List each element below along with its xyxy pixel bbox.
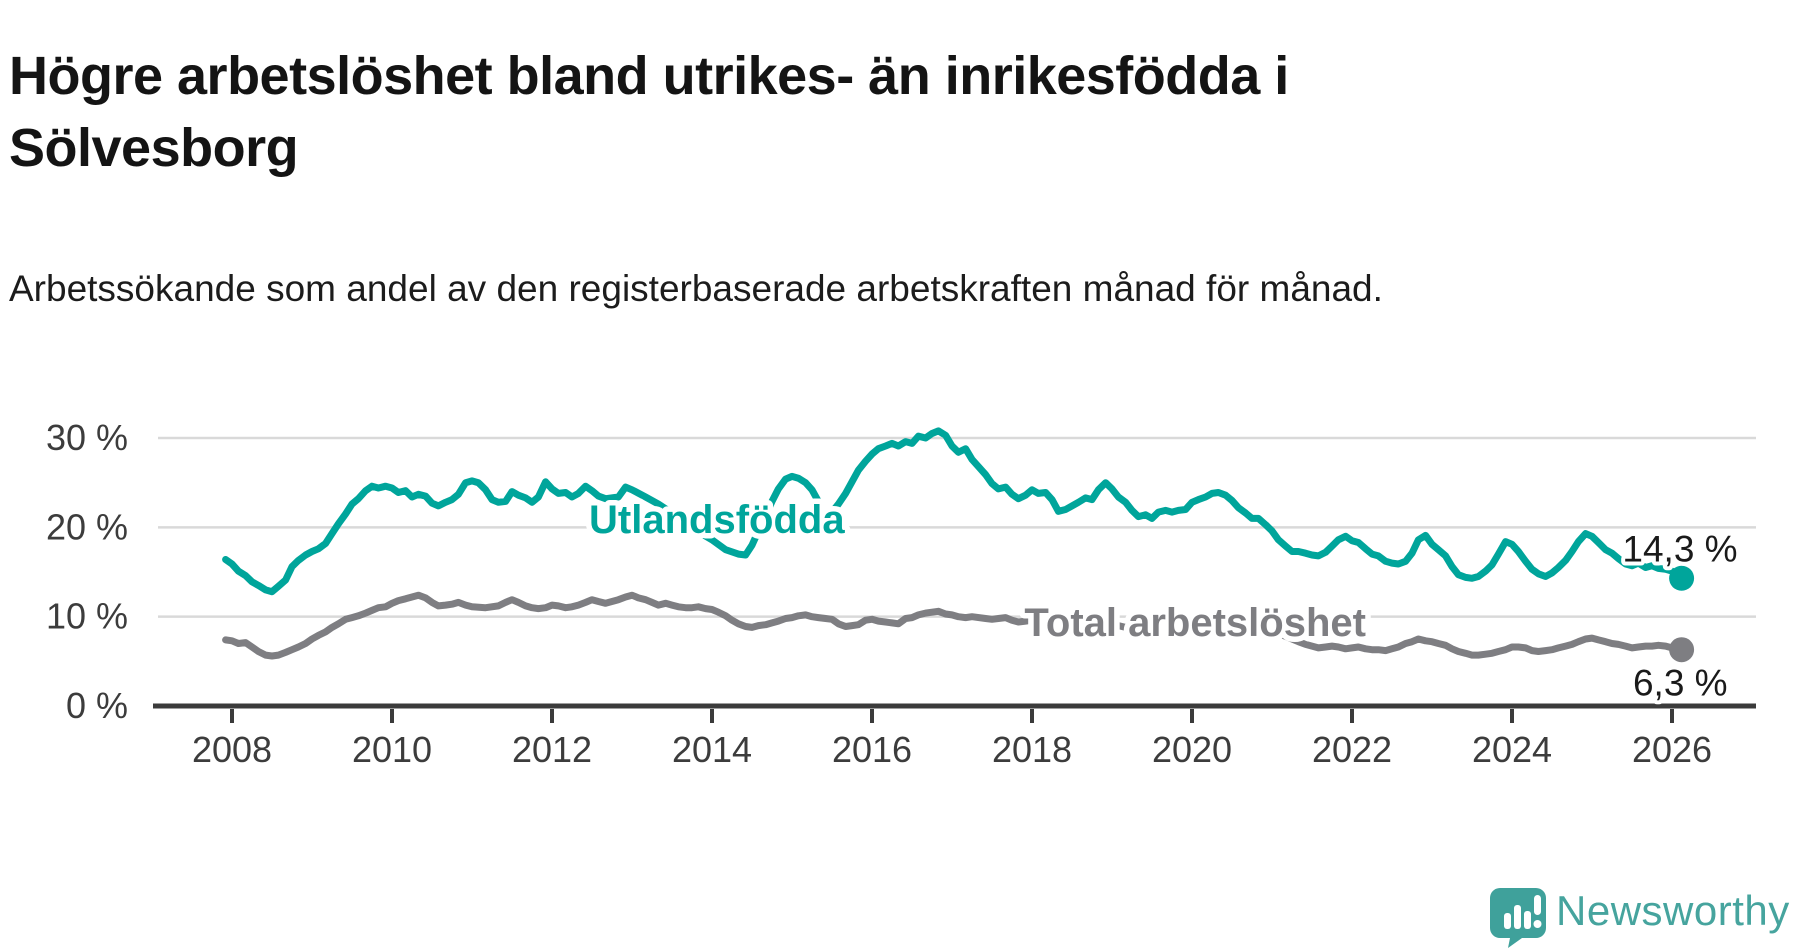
x-tick-label-2026: 2026: [1632, 729, 1712, 770]
page-title: Högre arbetslöshet bland utrikes- än inr…: [9, 46, 1289, 179]
x-tick-label-2018: 2018: [992, 729, 1072, 770]
x-tick-label-2016: 2016: [832, 729, 912, 770]
chart-subtitle: Arbetssökande som andel av den registerb…: [9, 268, 1383, 309]
series-label-total: Total arbetslöshet: [1024, 601, 1366, 645]
bar-chart-speech-bubble-icon: [1490, 888, 1546, 948]
end-value-label-utlandsfodda: 14,3 %: [1622, 528, 1737, 569]
line-total: [222, 591, 1686, 660]
x-tick-label-2024: 2024: [1472, 729, 1552, 770]
axes: 0 % 10 % 20 % 30 % 2008 2010 2012 2014 2016 2018 2…: [46, 417, 1756, 770]
end-dot-total: [1669, 637, 1695, 663]
y-tick-label-30: 30 %: [46, 417, 128, 458]
newsworthy-logo[interactable]: Newsworthy: [1484, 882, 1800, 948]
data-series: [222, 427, 1695, 663]
gridlines: [158, 436, 1756, 618]
end-value-label-total: 6,3 %: [1633, 663, 1728, 704]
y-tick-label-10: 10 %: [46, 596, 128, 637]
line-utlandsfodda: [222, 427, 1686, 596]
chart-labels: Utlandsfödda 14,3 % Total arbetslöshet 6,3 …: [584, 492, 1742, 707]
y-tick-label-0: 0 %: [66, 685, 128, 726]
x-tick-label-2022: 2022: [1312, 729, 1392, 770]
x-tick-label-2020: 2020: [1152, 729, 1232, 770]
x-tick-label-2014: 2014: [672, 729, 752, 770]
x-tick-label-2012: 2012: [512, 729, 592, 770]
end-dot-utlandsfodda: [1669, 565, 1695, 591]
x-tick-label-2010: 2010: [352, 729, 432, 770]
logo-wordmark: Newsworthy: [1556, 887, 1790, 934]
series-label-utlandsfodda: Utlandsfödda: [589, 498, 845, 542]
x-tick-label-2008: 2008: [192, 729, 272, 770]
y-tick-label-20: 20 %: [46, 506, 128, 547]
